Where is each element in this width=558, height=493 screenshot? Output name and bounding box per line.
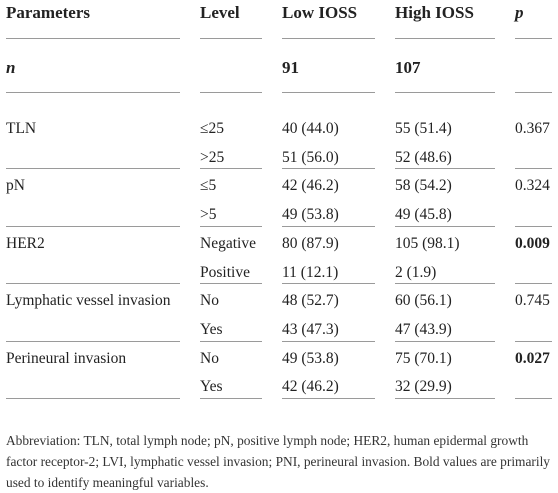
header-cell: Parameters xyxy=(6,3,91,22)
cell: 49 (53.8) xyxy=(282,349,339,367)
cell: 11 (12.1) xyxy=(282,263,339,281)
cell: 40 (44.0) xyxy=(282,120,339,137)
rule xyxy=(515,225,552,227)
cell: 2 (1.9) xyxy=(395,263,437,281)
rule xyxy=(395,340,495,342)
parameter: HER2 xyxy=(6,234,45,252)
cell: 0.367 xyxy=(515,120,550,137)
cell: 60 (56.1) xyxy=(395,292,452,310)
cell: No xyxy=(200,349,219,367)
rule xyxy=(515,38,552,39)
rule xyxy=(395,38,495,39)
rule xyxy=(282,283,375,285)
rule xyxy=(515,92,552,93)
cell: Yes xyxy=(200,378,223,396)
rule xyxy=(200,225,262,227)
cell: No xyxy=(200,292,219,310)
rule xyxy=(282,168,375,170)
cell: >25 xyxy=(200,148,225,166)
rule xyxy=(282,38,375,39)
cell: 49 (45.8) xyxy=(395,206,452,224)
rule xyxy=(200,398,262,399)
parameter: TLN xyxy=(6,120,37,137)
rule xyxy=(395,225,495,227)
rule xyxy=(395,398,495,399)
cell: 0.745 xyxy=(515,292,550,310)
footnote: Abbreviation: TLN, total lymph node; pN,… xyxy=(6,433,551,490)
n-cell: 107 xyxy=(395,58,421,77)
cell: ≤25 xyxy=(200,120,225,137)
cell: Yes xyxy=(200,320,223,338)
rule xyxy=(6,38,180,39)
cell: 48 (52.7) xyxy=(282,292,339,310)
header-cell: Low IOSS xyxy=(282,3,358,22)
cell: >5 xyxy=(200,206,217,224)
cell: 43 (47.3) xyxy=(282,320,339,338)
rule xyxy=(515,340,552,342)
cell: Positive xyxy=(200,263,250,281)
rule xyxy=(200,92,262,93)
n-cell: 91 xyxy=(282,58,299,77)
parameter: Lymphatic vessel invasion xyxy=(6,292,171,310)
cell: 49 (53.8) xyxy=(282,206,339,224)
cell: 32 (29.9) xyxy=(395,378,452,396)
cell: 51 (56.0) xyxy=(282,148,339,166)
cell: ≤5 xyxy=(200,177,217,195)
cell: 0.324 xyxy=(515,177,550,195)
rule xyxy=(200,168,262,170)
cell: 80 (87.9) xyxy=(282,234,339,252)
parameter: Perineural invasion xyxy=(6,349,127,367)
rule xyxy=(282,398,375,399)
cell: 47 (43.9) xyxy=(395,320,452,338)
rule xyxy=(200,38,262,39)
cell: 105 (98.1) xyxy=(395,234,460,252)
cell: 58 (54.2) xyxy=(395,177,452,195)
header-cell: Level xyxy=(200,3,240,22)
rule xyxy=(6,225,180,227)
cell: Negative xyxy=(200,234,256,252)
header-cell: p xyxy=(515,3,524,22)
rule xyxy=(200,340,262,342)
parameter: pN xyxy=(6,177,25,195)
cell: 75 (70.1) xyxy=(395,349,452,367)
cell: 42 (46.2) xyxy=(282,378,339,396)
rule xyxy=(6,340,180,342)
rule xyxy=(515,283,552,285)
rule xyxy=(6,398,180,399)
rule xyxy=(6,283,180,285)
rule xyxy=(395,168,495,170)
rule xyxy=(282,340,375,342)
rule xyxy=(282,225,375,227)
cell: 52 (48.6) xyxy=(395,148,452,166)
header-cell: High IOSS xyxy=(395,3,474,22)
n-cell: n xyxy=(6,58,16,77)
cell: 42 (46.2) xyxy=(282,177,339,195)
cell: 0.009 xyxy=(515,234,550,252)
rule xyxy=(395,283,495,285)
cell: 0.027 xyxy=(515,349,550,367)
rule xyxy=(282,92,375,93)
rule xyxy=(515,168,552,170)
cell: 55 (51.4) xyxy=(395,120,452,137)
rule xyxy=(200,283,262,285)
rule xyxy=(515,398,552,399)
rule xyxy=(6,168,180,170)
rule xyxy=(6,92,180,93)
rule xyxy=(395,92,495,93)
